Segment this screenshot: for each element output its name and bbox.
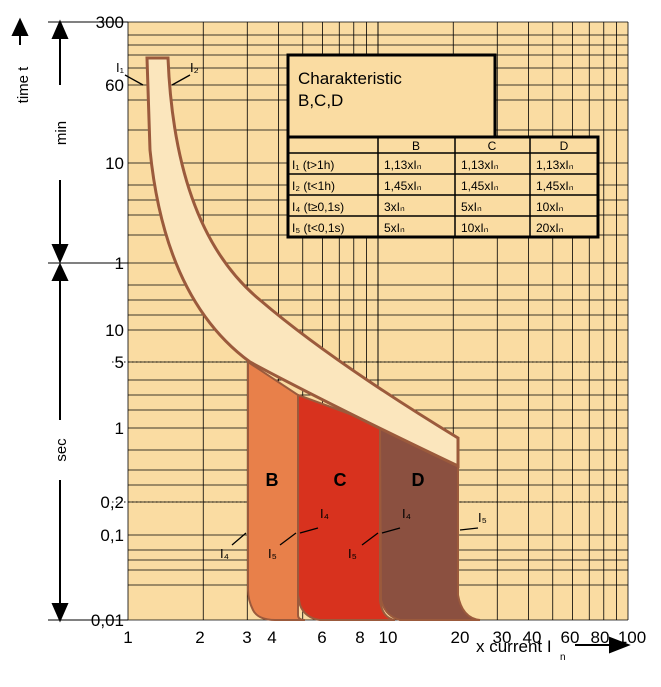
- region-d: [378, 423, 481, 621]
- x-tick-label: 80: [591, 628, 610, 647]
- y-tick-label: 0,01: [91, 611, 124, 630]
- y-tick-label: 0,2: [100, 493, 124, 512]
- table-title: Charakteristic: [298, 69, 402, 88]
- trip-curve-band: [145, 56, 460, 469]
- table-cell: I₁ (t>1h): [292, 158, 334, 172]
- x-tick-label: 8: [355, 628, 364, 647]
- y-tick-label: 10: [105, 154, 124, 173]
- marker-label: I₅: [348, 546, 357, 561]
- marker-label: I₅: [478, 510, 487, 525]
- x-title-sub: n: [560, 652, 566, 663]
- table-cell: 5xIₙ: [461, 200, 482, 214]
- table-cell: 1,45xIₙ: [461, 179, 499, 193]
- axis-arrows: [11, 17, 631, 654]
- region-label: B: [266, 470, 279, 490]
- table-cell: 3xIₙ: [384, 200, 405, 214]
- x-tick-label: 4: [267, 628, 276, 647]
- x-title: x current I: [476, 637, 552, 656]
- x-tick-label: 10: [379, 628, 398, 647]
- x-tick-label: 3: [242, 628, 251, 647]
- marker-label: I₅: [268, 546, 277, 561]
- marker-label: I₄: [320, 506, 329, 521]
- region-label: C: [334, 470, 347, 490]
- table-lines: [288, 137, 598, 237]
- y-tick-label: 1: [115, 254, 124, 273]
- table-cell: 1,13xIₙ: [461, 158, 499, 172]
- y-tick-label: 0,1: [100, 526, 124, 545]
- x-tick-label: 1: [123, 628, 132, 647]
- x-tick-label: 40: [523, 628, 542, 647]
- marker-label: I₂: [190, 60, 199, 75]
- marker-label: I₁: [116, 60, 125, 75]
- y-tick-label: 10: [105, 321, 124, 340]
- unit-sec: sec: [53, 438, 70, 462]
- table-header: C: [488, 139, 497, 153]
- marker-label: I₄: [220, 546, 229, 561]
- x-tick-label: 2: [195, 628, 204, 647]
- table-cell: 10xIₙ: [461, 221, 489, 235]
- x-tick-label: 60: [561, 628, 580, 647]
- table-cell: I₅ (t<0,1s): [292, 221, 345, 235]
- table-subtitle: B,C,D: [298, 91, 343, 110]
- table-header: D: [560, 139, 569, 153]
- region-b: [247, 360, 306, 621]
- x-tick-label: 30: [493, 628, 512, 647]
- table-cell: I₄ (t≥0,1s): [292, 200, 344, 214]
- table-cell: 10xIₙ: [536, 200, 564, 214]
- table-cell: 1,45xIₙ: [384, 179, 422, 193]
- y-tick-label: 1: [115, 419, 124, 438]
- table-cell: 1,13xIₙ: [536, 158, 574, 172]
- x-tick-label: 100: [618, 628, 646, 647]
- y-title: time t: [15, 66, 32, 104]
- region-label: D: [412, 470, 425, 490]
- region-c: [297, 393, 396, 621]
- table-header: B: [412, 139, 420, 153]
- table-cell: I₂ (t<1h): [292, 179, 335, 193]
- y-tick-label: 5: [115, 353, 124, 372]
- y-tick-label: 300: [96, 13, 124, 32]
- x-tick-label: 20: [451, 628, 470, 647]
- table-title-box: [286, 53, 497, 139]
- table-cell: 1,13xIₙ: [384, 158, 422, 172]
- table-cell: 1,45xIₙ: [536, 179, 574, 193]
- x-tick-label: 6: [317, 628, 326, 647]
- y-tick-label: 60: [105, 76, 124, 95]
- table-cell: 20xIₙ: [536, 221, 564, 235]
- marker-label: I₄: [402, 506, 411, 521]
- unit-min: min: [53, 121, 70, 145]
- marker-arrows: [124, 74, 479, 546]
- table-cell: 5xIₙ: [384, 221, 405, 235]
